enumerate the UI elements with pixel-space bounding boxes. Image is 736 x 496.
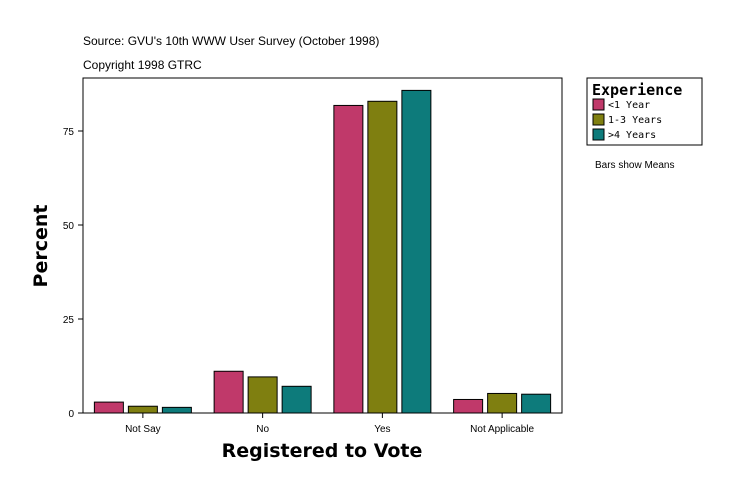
y-tick-label: 50 — [63, 221, 75, 232]
x-tick-label: Not Applicable — [470, 424, 534, 435]
x-axis-label: Registered to Vote — [222, 440, 423, 462]
bar — [213, 370, 244, 414]
legend-swatch — [592, 98, 605, 111]
legend-title: Experience — [592, 81, 682, 99]
y-tick-label: 75 — [63, 127, 75, 138]
y-axis-label: Percent — [30, 205, 52, 288]
bar — [127, 405, 158, 414]
legend-label: <1 Year — [608, 100, 650, 111]
bar — [333, 104, 364, 414]
bar — [367, 100, 398, 414]
plot-area — [82, 77, 563, 414]
bar — [487, 392, 518, 414]
bar — [93, 401, 124, 414]
legend-swatch — [592, 128, 605, 141]
bar — [521, 393, 552, 414]
bar — [453, 398, 484, 414]
bar — [161, 406, 192, 414]
note-text: Bars show Means — [595, 160, 674, 171]
y-tick-label: 25 — [63, 315, 75, 326]
x-tick-label: Not Say — [125, 424, 161, 435]
legend-label: >4 Years — [608, 130, 656, 141]
legend: Experience <1 Year 1-3 Years >4 Years — [586, 77, 703, 146]
bar — [401, 89, 432, 414]
y-tick-label: 0 — [68, 409, 74, 420]
bar — [281, 385, 312, 414]
bar — [247, 376, 278, 414]
copyright-text: Copyright 1998 GTRC — [83, 58, 202, 72]
legend-swatch — [592, 113, 605, 126]
x-tick-label: No — [256, 424, 269, 435]
legend-label: 1-3 Years — [608, 115, 662, 126]
x-tick-label: Yes — [374, 424, 390, 435]
source-text: Source: GVU's 10th WWW User Survey (Octo… — [83, 34, 379, 48]
